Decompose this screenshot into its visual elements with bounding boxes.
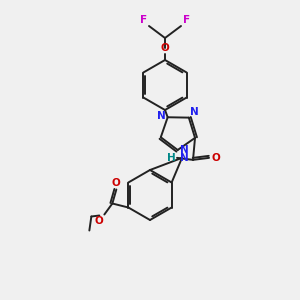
Text: F: F <box>140 15 147 25</box>
Text: O: O <box>160 43 169 53</box>
Text: O: O <box>211 153 220 163</box>
Text: F: F <box>183 15 190 25</box>
Text: N: N <box>190 106 199 117</box>
Text: O: O <box>94 215 103 226</box>
Text: N: N <box>157 111 166 121</box>
Text: H: H <box>167 153 176 163</box>
Text: O: O <box>112 178 121 188</box>
Text: N: N <box>180 153 189 163</box>
Text: N: N <box>180 145 188 155</box>
